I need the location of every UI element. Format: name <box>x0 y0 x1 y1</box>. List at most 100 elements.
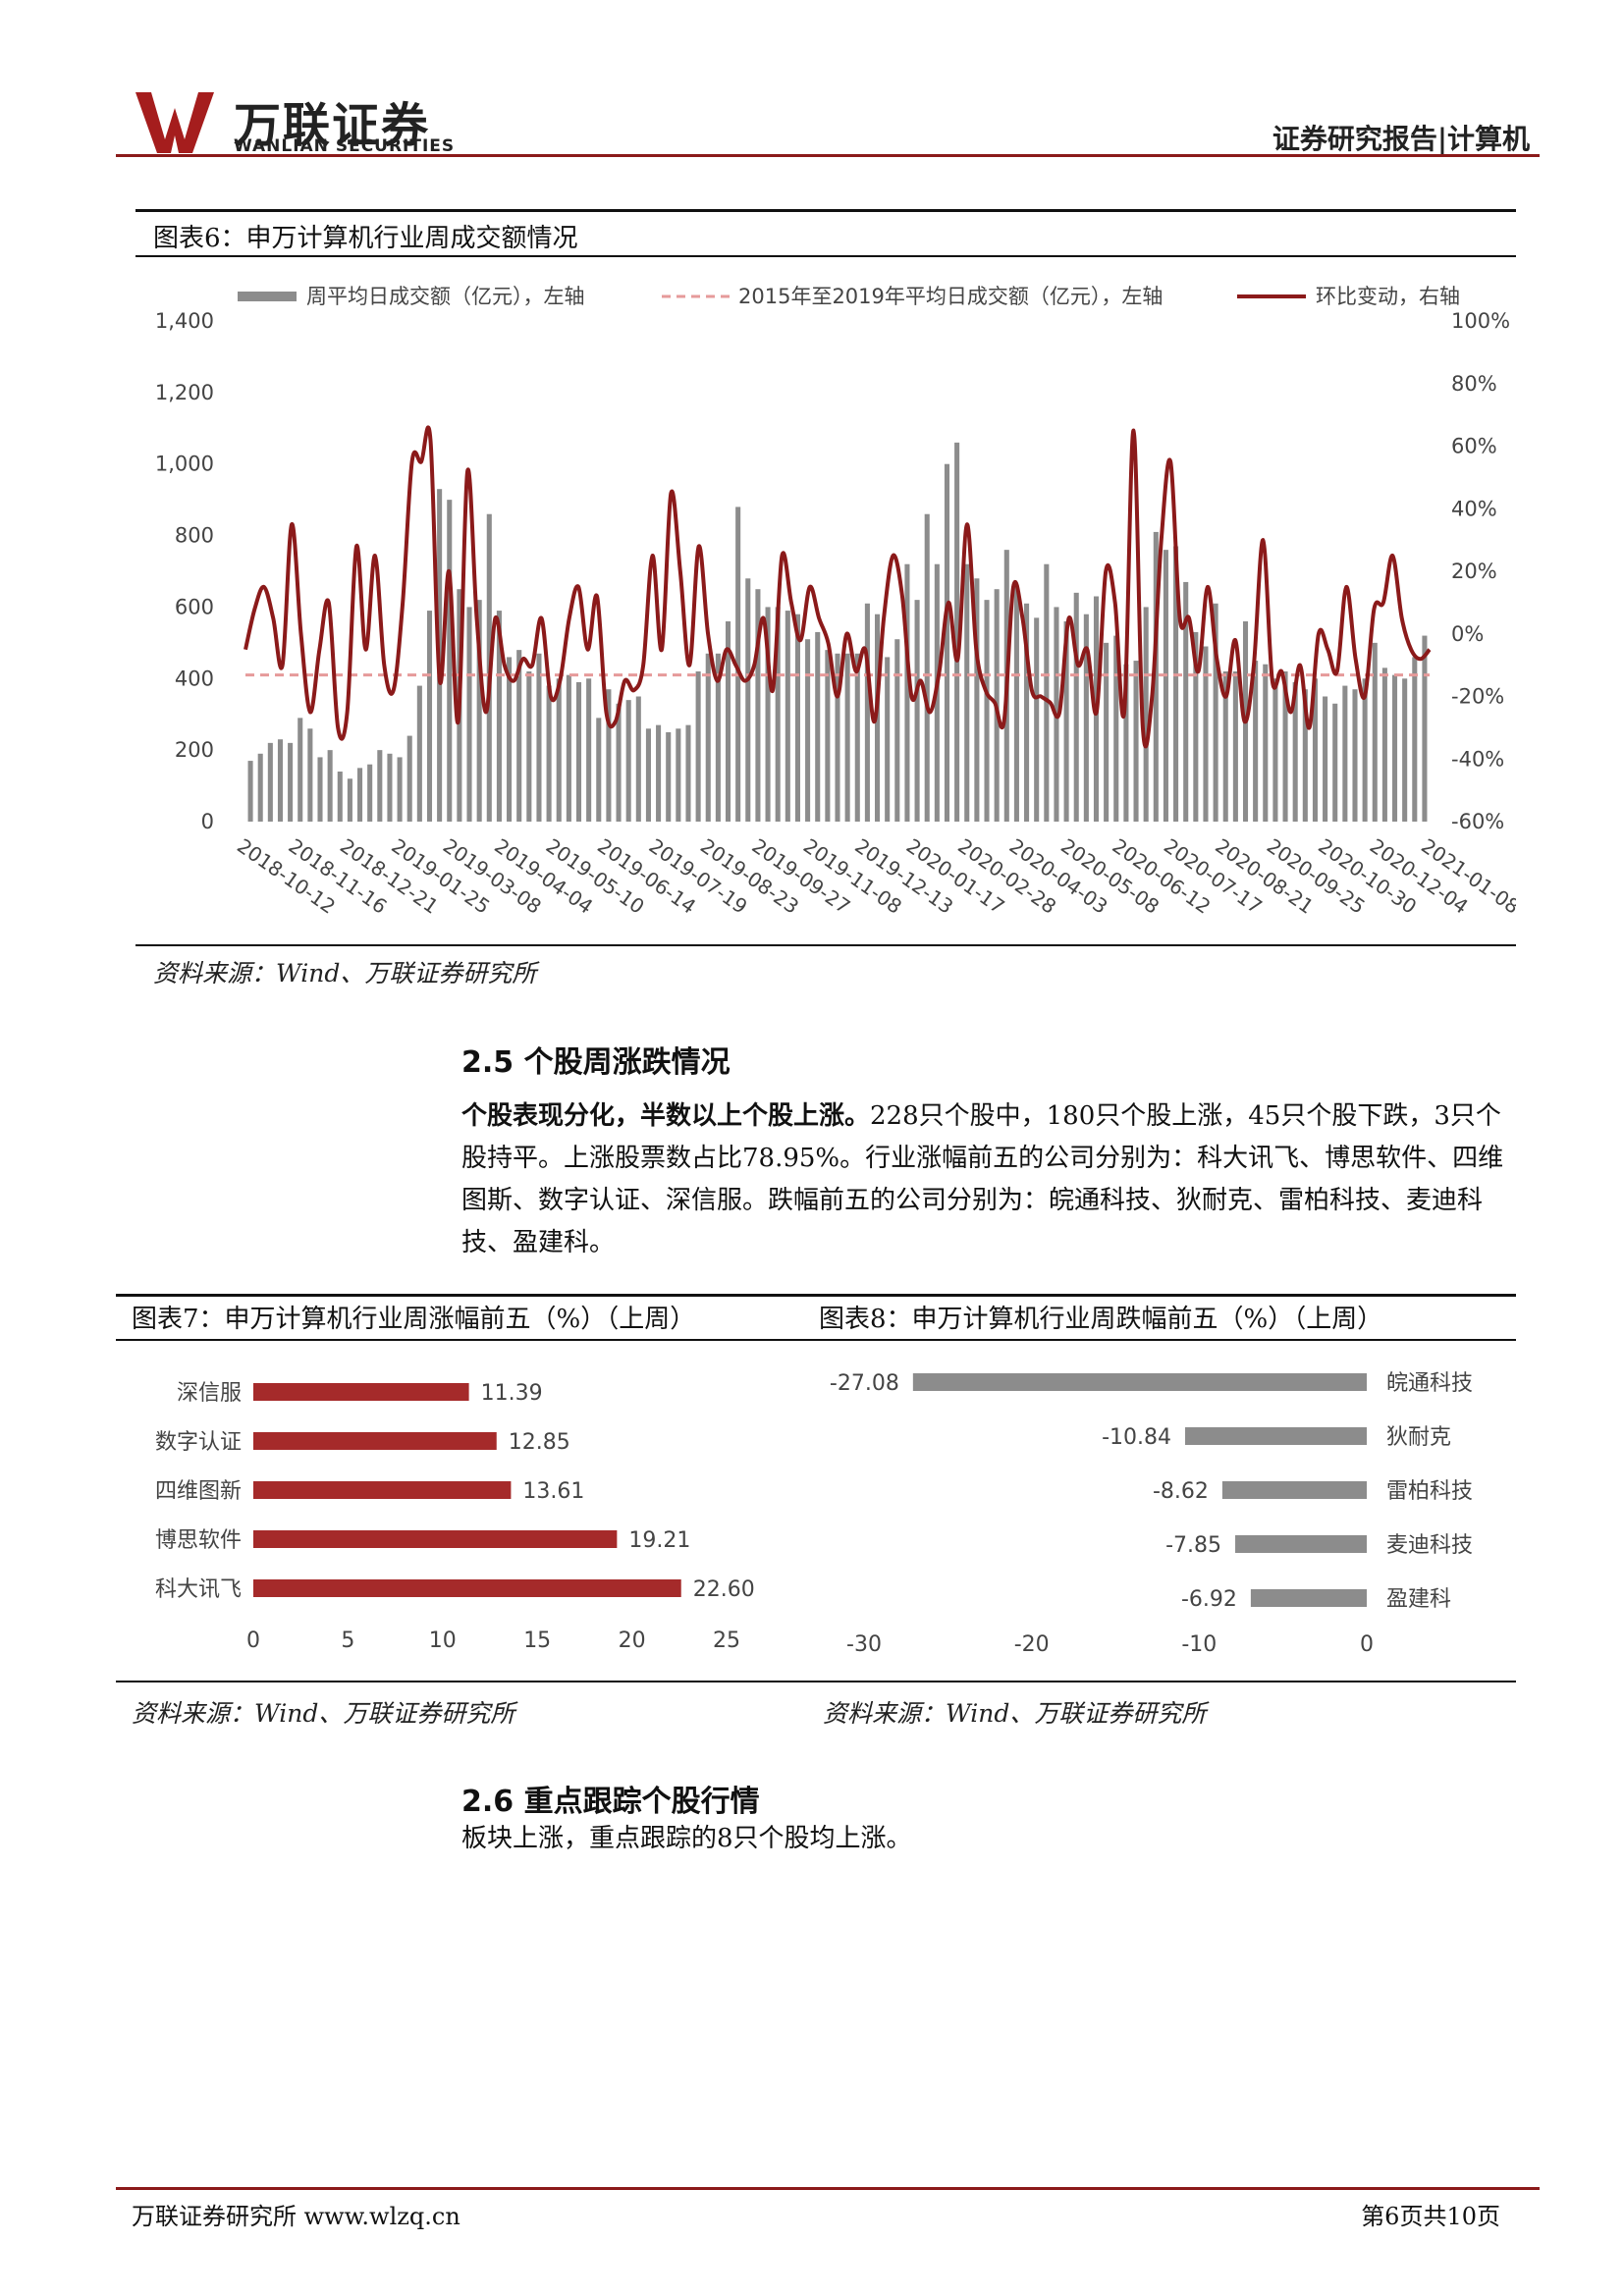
fig7-bar <box>253 1383 469 1401</box>
fig6-bar <box>666 731 672 822</box>
fig6-bar <box>426 611 433 822</box>
fig6-bar <box>267 742 273 822</box>
fig6-bar <box>635 696 641 822</box>
footer-page: 第6页共10页 <box>1361 2203 1500 2230</box>
fig8-source: 资料来源：Wind、万联证券研究所 <box>823 1699 1207 1728</box>
fig7-value-label: 11.39 <box>481 1381 543 1406</box>
fig7-value-label: 12.85 <box>509 1430 570 1455</box>
fig6-bar <box>815 631 821 822</box>
fig6-bar <box>864 603 870 822</box>
fig6-bar <box>1381 667 1387 822</box>
fig8-value-label: -7.85 <box>1165 1533 1221 1558</box>
fig8-bar <box>1235 1535 1367 1553</box>
fig6-bar <box>1323 696 1328 822</box>
fig7-caption: 图表7：申万计算机行业周涨幅前五（%）（上周） <box>132 1305 696 1334</box>
fig6-bar <box>944 463 950 822</box>
fig6-bar <box>317 757 323 822</box>
fig6-right-tick: -20% <box>1451 685 1504 709</box>
fig8-x-tick: 0 <box>1360 1632 1374 1657</box>
fig6-right-tick: 20% <box>1451 560 1497 583</box>
fig78-top-rule <box>116 1294 1516 1297</box>
fig6-bar <box>715 653 721 822</box>
fig6-bar <box>676 728 681 822</box>
fig6-bar <box>924 513 930 822</box>
fig6-bar <box>755 589 761 822</box>
fig6-bar <box>1402 678 1408 822</box>
fig6-bar <box>1063 621 1069 822</box>
footer-left: 万联证券研究所 www.wlzq.cn <box>132 2203 460 2230</box>
fig7-value-label: 13.61 <box>522 1479 584 1504</box>
fig6-bar <box>1362 678 1368 822</box>
fig6-bar <box>974 578 980 822</box>
section-2-6-body: 板块上涨，重点跟踪的8只个股均上涨。 <box>461 1824 912 1853</box>
fig6-bar <box>367 764 373 822</box>
fig8-bar <box>1221 1481 1367 1499</box>
section-2-5-lead: 个股表现分化，半数以上个股上涨。 <box>461 1101 871 1131</box>
fig6-bar <box>1372 642 1378 822</box>
fig6-bar <box>327 750 333 822</box>
fig8-category-label: 麦迪科技 <box>1386 1533 1473 1558</box>
fig7-x-tick: 25 <box>713 1629 740 1653</box>
fig6-bar <box>1282 671 1288 822</box>
fig6-bar <box>1272 678 1278 822</box>
fig6-right-tick: 80% <box>1451 372 1497 396</box>
fig8-x-tick: -20 <box>1014 1632 1050 1657</box>
legend-bar-label: 周平均日成交额（亿元），左轴 <box>306 285 585 308</box>
fig6-bar <box>298 718 303 822</box>
fig6-bar <box>387 753 393 822</box>
fig6-caption: 图表6：申万计算机行业周成交额情况 <box>153 224 578 253</box>
fig6-bar <box>875 614 881 822</box>
fig6-bar <box>566 674 571 822</box>
fig6-bar <box>606 689 612 822</box>
fig7-x-tick: 5 <box>341 1629 354 1653</box>
fig6-bar <box>347 778 352 822</box>
fig6-left-tick: 200 <box>175 738 214 762</box>
fig6-bar <box>1422 635 1428 822</box>
fig7-x-tick: 10 <box>429 1629 457 1653</box>
fig6-chart: 周平均日成交额（亿元），左轴 2015年至2019年平均日成交额（亿元），左轴 … <box>155 285 1516 919</box>
fig6-bar <box>1113 635 1119 822</box>
fig6-left-tick: 1,000 <box>155 453 214 476</box>
fig7-value-label: 19.21 <box>628 1528 690 1553</box>
fig7-bar <box>253 1530 618 1548</box>
fig6-bar <box>964 563 970 822</box>
fig6-left-tick: 400 <box>175 667 214 690</box>
fig6-bar <box>656 724 662 822</box>
fig6-bar <box>616 703 622 822</box>
fig78-bottom-rule <box>116 1681 1516 1682</box>
fig6-bar <box>536 653 542 822</box>
fig7-x-tick: 0 <box>246 1629 260 1653</box>
fig7-category-label: 深信服 <box>177 1381 242 1406</box>
fig6-left-tick: 800 <box>175 524 214 548</box>
fig6-bar <box>1044 563 1050 822</box>
fig6-bar <box>705 653 711 822</box>
fig6-bar <box>735 507 741 822</box>
legend-line-label: 环比变动，右轴 <box>1316 285 1460 308</box>
fig6-bar <box>397 757 403 822</box>
fig6-bar <box>1342 685 1348 822</box>
fig7-source: 资料来源：Wind、万联证券研究所 <box>132 1699 515 1728</box>
fig6-bar <box>556 678 562 822</box>
fig6-bar <box>1232 671 1238 822</box>
fig6-bar <box>1302 689 1308 822</box>
fig6-right-tick: -60% <box>1451 810 1504 833</box>
fig6-legend: 周平均日成交额（亿元），左轴 2015年至2019年平均日成交额（亿元），左轴 … <box>238 285 1460 308</box>
fig7-x-tick: 15 <box>523 1629 551 1653</box>
fig8-category-label: 皖通科技 <box>1386 1371 1473 1396</box>
fig6-bar <box>1332 703 1338 822</box>
fig6-right-tick: 100% <box>1451 309 1510 333</box>
fig6-bar <box>1203 646 1209 822</box>
fig6-bar <box>575 681 582 822</box>
fig6-bar <box>904 563 910 822</box>
section-2-5-title: 2.5 个股周涨跌情况 <box>461 1045 731 1080</box>
fig6-bar <box>854 653 860 822</box>
fig8-bar <box>1184 1427 1367 1445</box>
fig6-bar <box>894 639 900 822</box>
header-rule <box>116 154 1540 157</box>
fig7-bar <box>253 1432 497 1450</box>
fig6-bar <box>1034 617 1040 822</box>
fig6-bar <box>1253 661 1259 822</box>
fig6-left-tick: 0 <box>201 810 214 833</box>
fig6-bar <box>695 671 701 822</box>
fig6-bar <box>357 768 363 822</box>
